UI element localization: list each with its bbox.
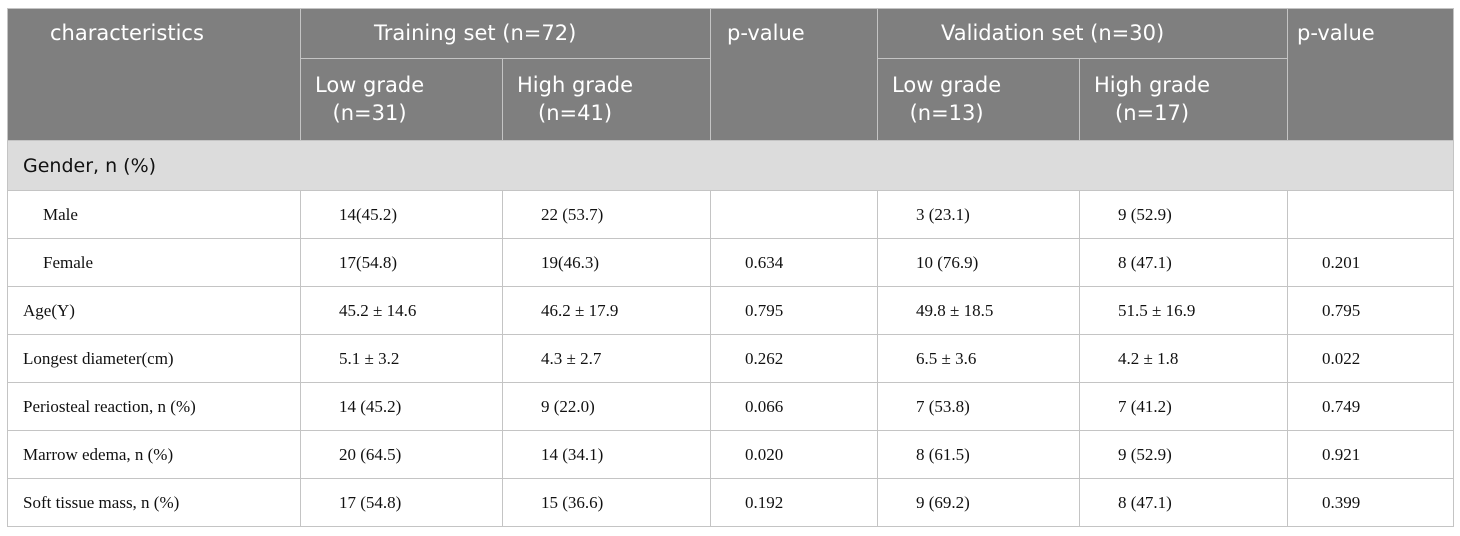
header-cell: characteristics	[7, 8, 301, 141]
row-label: Female	[7, 238, 301, 287]
header-text: High grade (n=17)	[1094, 71, 1210, 127]
cell: 15 (36.6)	[501, 478, 712, 527]
cell: 46.2 ± 17.9	[501, 286, 712, 335]
header-line: (n=17)	[1115, 101, 1190, 125]
row-label: Soft tissue mass, n (%)	[7, 478, 301, 527]
table-header: characteristics Training set (n=72) p-va…	[7, 8, 1455, 141]
header-line: Low grade	[315, 73, 425, 97]
cell: 7 (41.2)	[1079, 382, 1289, 431]
cell: 0.795	[1287, 286, 1455, 335]
cell: 9 (52.9)	[1079, 430, 1289, 479]
header-line: (n=41)	[538, 101, 613, 125]
header-cell: Low grade (n=31)	[300, 58, 503, 141]
header-cell: p-value	[1287, 8, 1455, 141]
cell: 14(45.2)	[300, 190, 503, 239]
cell: 0.020	[710, 430, 879, 479]
cell: 0.192	[710, 478, 879, 527]
header-text: Low grade (n=31)	[315, 71, 424, 127]
table-row: Marrow edema, n (%) 20 (64.5) 14 (34.1) 0.0…	[7, 430, 1455, 479]
header-row: characteristics Training set (n=72) p-va…	[7, 8, 1455, 141]
cell: 4.2 ± 1.8	[1079, 334, 1289, 383]
row-label: Male	[7, 190, 301, 239]
header-line: Low grade	[892, 73, 1002, 97]
cell: 14 (34.1)	[501, 430, 712, 479]
header-cell: Validation set (n=30)	[877, 8, 1289, 59]
cell: 8 (47.1)	[1079, 478, 1289, 527]
header-cell: High grade (n=41)	[501, 58, 712, 141]
header-line: High grade	[1094, 73, 1211, 97]
cell: 4.3 ± 2.7	[501, 334, 712, 383]
header-cell: Training set (n=72)	[299, 8, 712, 59]
cell: 51.5 ± 16.9	[1079, 286, 1289, 335]
header-cell: High grade (n=17)	[1079, 58, 1289, 141]
cell: 0.749	[1287, 382, 1455, 431]
header-line: (n=31)	[332, 101, 407, 125]
cell: 3 (23.1)	[877, 190, 1081, 239]
table-row: Age(Y) 45.2 ± 14.6 46.2 ± 17.9 0.795 49.8 ± …	[7, 286, 1455, 335]
cell	[1287, 190, 1455, 239]
cell: 0.022	[1287, 334, 1455, 383]
table-row: Female 17(54.8) 19(46.3) 0.634 10 (76.9) 8 (4…	[7, 238, 1455, 287]
table-row: Periosteal reaction, n (%) 14 (45.2) 9 (22…	[7, 382, 1455, 431]
cell: 17 (54.8)	[300, 478, 503, 527]
cell: 0.795	[710, 286, 879, 335]
cell: 22 (53.7)	[501, 190, 712, 239]
header-line: High grade	[517, 73, 634, 97]
header-line: (n=13)	[909, 101, 984, 125]
group-title: Gender, n (%)	[6, 140, 1455, 191]
cell: 17(54.8)	[300, 238, 503, 287]
row-label: Marrow edema, n (%)	[7, 430, 301, 479]
cell: 8 (61.5)	[877, 430, 1081, 479]
cell: 8 (47.1)	[1079, 238, 1289, 287]
cell: 5.1 ± 3.2	[300, 334, 503, 383]
cell: 14 (45.2)	[300, 382, 503, 431]
cell: 9 (22.0)	[501, 382, 712, 431]
cell: 7 (53.8)	[877, 382, 1081, 431]
header-row: Low grade (n=31) High grade (n=41) Low grade…	[8, 58, 1454, 141]
cell: 0.399	[1287, 478, 1455, 527]
row-label: Age(Y)	[7, 286, 301, 335]
cell: 10 (76.9)	[877, 238, 1081, 287]
cell: 6.5 ± 3.6	[877, 334, 1081, 383]
cell: 20 (64.5)	[300, 430, 503, 479]
cell: 0.634	[710, 238, 879, 287]
cell: 19(46.3)	[501, 238, 712, 287]
cell: 0.262	[710, 334, 879, 383]
row-label: Periosteal reaction, n (%)	[7, 382, 301, 431]
header-cell: p-value	[710, 8, 879, 141]
table-row: Longest diameter(cm) 5.1 ± 3.2 4.3 ± 2.7 0.…	[7, 334, 1455, 383]
row-label: Longest diameter(cm)	[7, 334, 301, 383]
data-table: characteristics Training set (n=72) p-va…	[6, 8, 1455, 527]
cell: 9 (69.2)	[877, 478, 1081, 527]
cell: 45.2 ± 14.6	[300, 286, 503, 335]
header-cell: Low grade (n=13)	[877, 58, 1081, 141]
cell: 0.921	[1287, 430, 1455, 479]
cell	[710, 190, 879, 239]
header-text: Low grade (n=13)	[892, 71, 1001, 127]
cell: 49.8 ± 18.5	[877, 286, 1081, 335]
table-row: Soft tissue mass, n (%) 17 (54.8) 15 (36.6…	[7, 478, 1455, 527]
table-body: Gender, n (%) Male 14(45.2) 22 (53.7) 3 (23.…	[6, 140, 1455, 527]
cell: 0.201	[1287, 238, 1455, 287]
cell: 9 (52.9)	[1079, 190, 1289, 239]
table-row: Male 14(45.2) 22 (53.7) 3 (23.1) 9 (52.9)	[7, 190, 1455, 239]
group-row: Gender, n (%)	[6, 140, 1455, 191]
cell: 0.066	[710, 382, 879, 431]
header-text: High grade (n=41)	[517, 71, 633, 127]
